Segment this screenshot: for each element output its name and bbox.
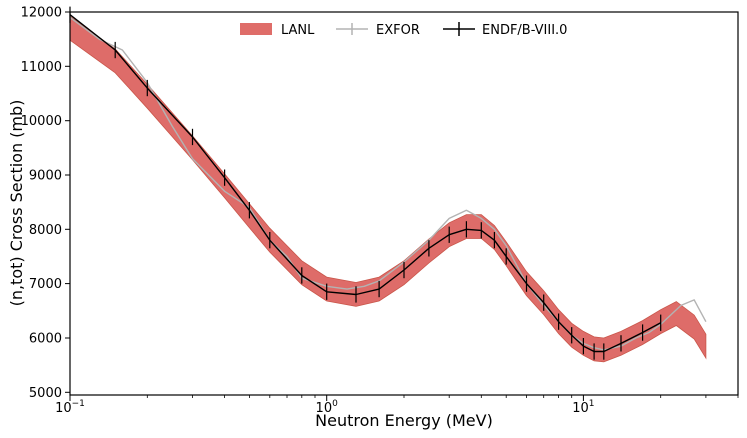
axes-frame (69, 11, 739, 396)
x-axis-label: Neutron Energy (MeV) (315, 411, 493, 430)
legend-label-endf: ENDF/B-VIII.0 (482, 23, 567, 38)
y-tick-label: 5000 (29, 386, 62, 401)
x-tick-label: 10−1 (55, 399, 85, 416)
y-tick-label: 9000 (29, 169, 62, 184)
legend-label-exfor: EXFOR (376, 23, 420, 38)
endf-line (69, 14, 662, 353)
legend: LANL EXFOR ENDF/B-VIII.0 (240, 22, 567, 38)
y-tick-label: 6000 (29, 332, 62, 347)
y-tick-label: 11000 (21, 60, 62, 75)
y-tick-label: 8000 (29, 223, 62, 238)
y-axis-label: (n,tot) Cross Section (mb) (7, 100, 26, 307)
legend-label-lanl: LANL (281, 23, 315, 38)
legend-swatch-lanl (240, 23, 272, 35)
y-tick-label: 12000 (21, 6, 62, 21)
x-tick-label: 101 (572, 399, 594, 416)
endf-layer (69, 6, 662, 360)
y-tick-label: 7000 (29, 277, 62, 292)
exfor-line (69, 16, 707, 351)
y-tick-label: 10000 (21, 114, 62, 129)
exfor-layer (69, 16, 707, 351)
